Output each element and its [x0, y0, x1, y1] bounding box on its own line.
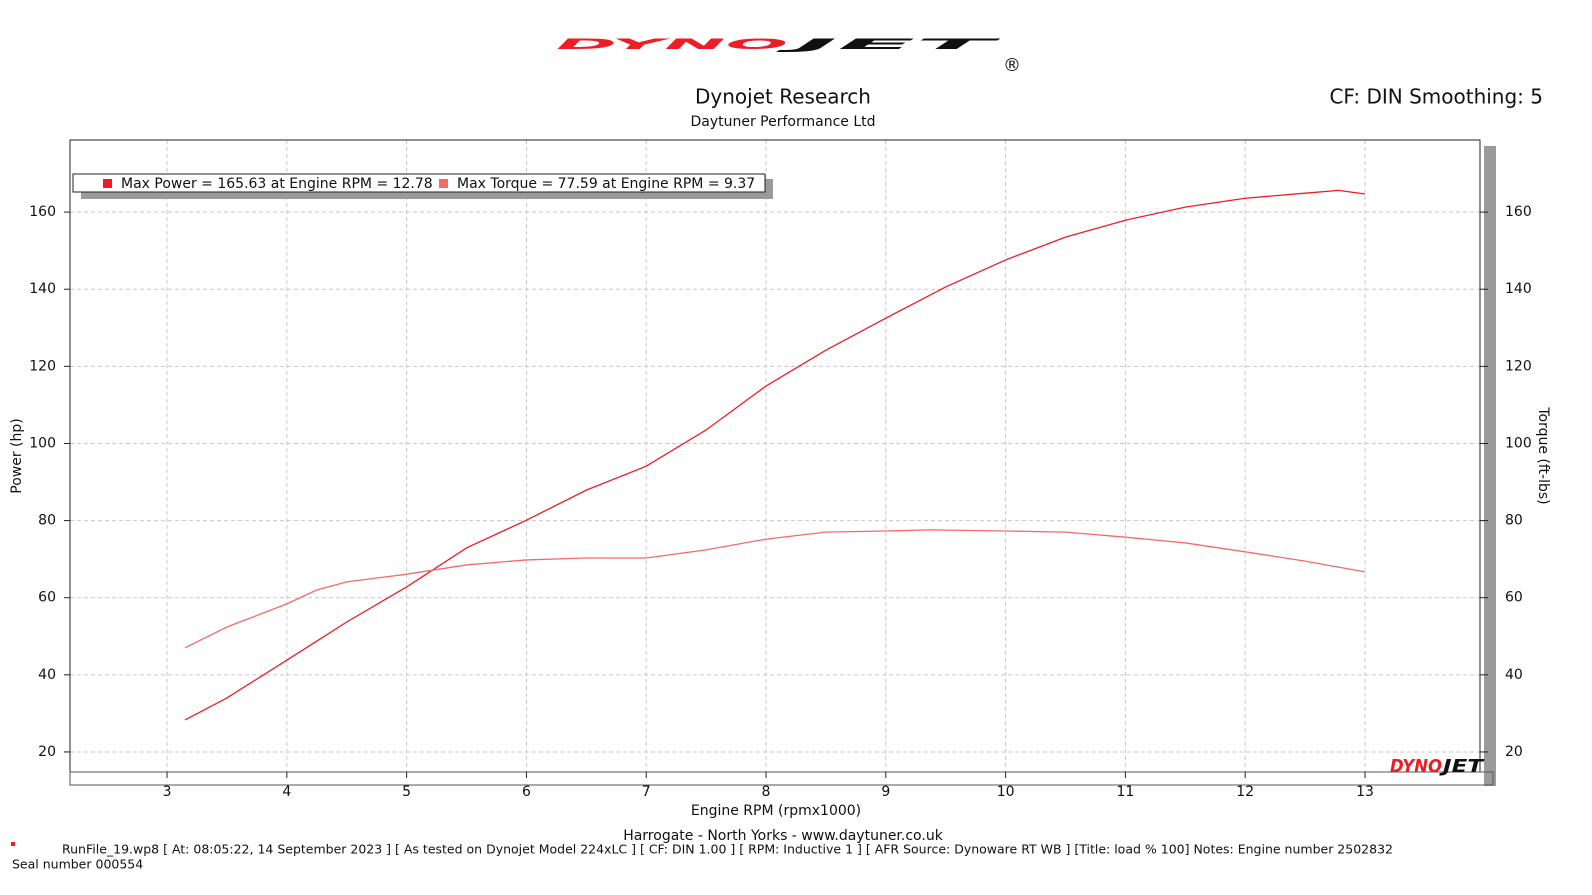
- seal-number: Seal number 000554: [12, 857, 143, 872]
- x-tick-label: 7: [642, 784, 651, 800]
- x-tick-label: 13: [1356, 784, 1374, 800]
- y-tick-label: 100: [29, 435, 56, 451]
- y2-tick-label: 80: [1505, 513, 1523, 529]
- run-info: RunFile_19.wp8 [ At: 08:05:22, 14 Septem…: [62, 842, 1393, 857]
- series-line: [184, 529, 1366, 649]
- x-tick-label: 4: [282, 784, 291, 800]
- legend-swatch: [439, 179, 448, 188]
- y-tick-label: 140: [29, 281, 56, 297]
- y2-tick-label: 140: [1505, 281, 1532, 297]
- corner-logo-part: JET: [1439, 756, 1485, 777]
- y2-axis-title: Torque (ft-lbs): [1535, 406, 1551, 504]
- y-tick-label: 20: [38, 744, 56, 760]
- y-tick-label: 160: [29, 204, 56, 220]
- legend-label: Max Torque = 77.59 at Engine RPM = 9.37: [457, 176, 755, 192]
- plot-frame: [69, 139, 1481, 773]
- chart-title: Dynojet Research: [695, 85, 871, 109]
- x-tick-label: 9: [881, 784, 890, 800]
- frame-shadow: [1484, 146, 1496, 786]
- y2-tick-label: 60: [1505, 590, 1523, 606]
- y2-tick-label: 120: [1505, 358, 1532, 374]
- y-tick-label: 40: [38, 667, 56, 683]
- logo-part: JET: [771, 37, 1005, 53]
- y2-tick-label: 40: [1505, 667, 1523, 683]
- y-tick-label: 80: [38, 513, 56, 529]
- y2-tick-label: 20: [1505, 744, 1523, 760]
- chart-subtitle: Daytuner Performance Ltd: [690, 114, 875, 130]
- y-tick-label: 120: [29, 358, 56, 374]
- x-tick-label: 12: [1236, 784, 1254, 800]
- y2-tick-label: 160: [1505, 204, 1532, 220]
- settings-label: CF: DIN Smoothing: 5: [1329, 85, 1543, 109]
- legend-label: Max Power = 165.63 at Engine RPM = 12.78: [121, 176, 433, 192]
- legend-box: [72, 173, 766, 193]
- series-line: [184, 189, 1366, 721]
- x-tick-label: 10: [997, 784, 1015, 800]
- y2-tick-label: 100: [1505, 435, 1532, 451]
- logo-part: DYNO: [556, 37, 788, 53]
- y-axis-title: Power (hp): [9, 418, 25, 493]
- x-tick-label: 11: [1116, 784, 1134, 800]
- x-tick-label: 5: [402, 784, 411, 800]
- x-axis-title: Engine RPM (rpmx1000): [691, 803, 861, 819]
- legend-swatch: [103, 179, 112, 188]
- corner-logo-part: DYNO: [1390, 756, 1442, 777]
- x-tick-label: 6: [522, 784, 531, 800]
- footer: Harrogate - North Yorks - www.daytuner.c…: [623, 828, 944, 844]
- x-axis-band: [69, 771, 1494, 786]
- legend: Max Power = 165.63 at Engine RPM = 12.78…: [72, 173, 773, 199]
- logo-mark: ®: [1003, 55, 1021, 76]
- x-tick-label: 8: [762, 784, 771, 800]
- grid-layer: [70, 140, 1480, 772]
- footer-dot: [11, 842, 15, 846]
- x-tick-label: 3: [163, 784, 172, 800]
- y-tick-label: 60: [38, 590, 56, 606]
